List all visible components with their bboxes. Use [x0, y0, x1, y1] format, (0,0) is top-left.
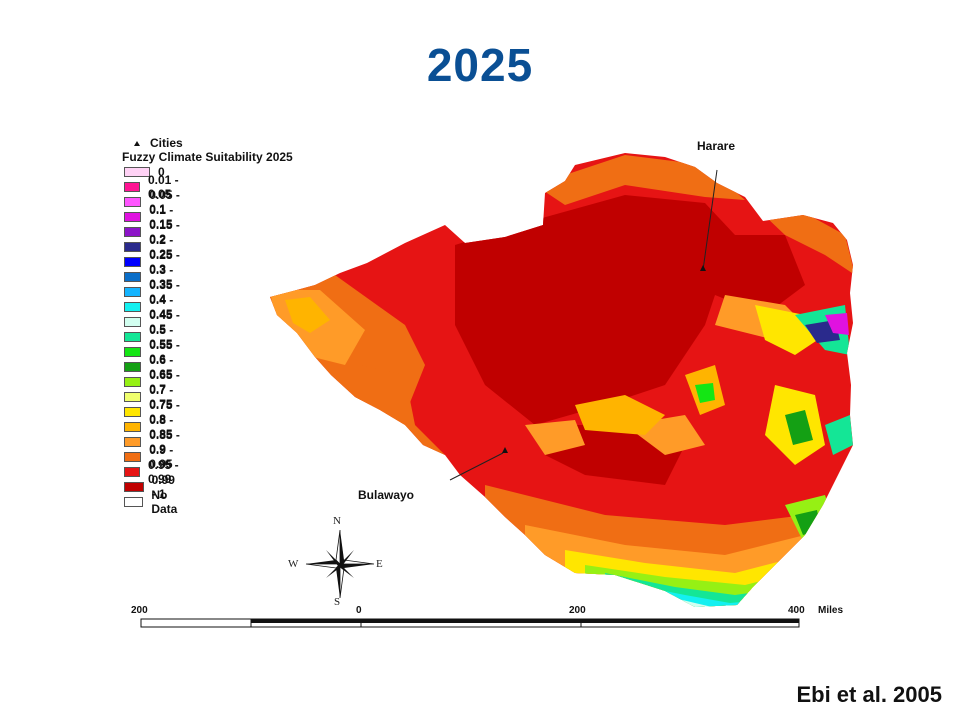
legend-label: 0.8 - 0.85 [149, 413, 174, 441]
legend-cities: Cities [134, 136, 183, 150]
legend-label: 0.35 - 0.4 [149, 278, 180, 306]
legend-item: 0.4 - 0.45 [124, 293, 181, 321]
legend-item: 0.25 - 0.3 [124, 248, 181, 276]
legend-swatch [124, 407, 142, 417]
legend-swatch [124, 197, 142, 207]
harare-marker [700, 265, 706, 271]
city-triangle-icon [134, 140, 140, 146]
legend-swatch [124, 482, 144, 492]
legend-item: 0.45 - 0.5 [124, 308, 181, 336]
legend-swatch [124, 182, 140, 192]
scale-label-200-left: 200 [131, 605, 148, 616]
legend-label: 0.9 - 0.95 [149, 443, 174, 471]
legend-label: 0.1 - 0.15 [149, 203, 174, 231]
zimbabwe-outline [270, 153, 853, 607]
city-label-bulawayo: Bulawayo [358, 488, 415, 502]
bulawayo-marker [502, 447, 508, 453]
legend-item: 0 [124, 165, 165, 179]
legend-label: 0.65 - 0.7 [149, 368, 180, 396]
legend-label: 0.25 - 0.3 [149, 248, 180, 276]
harare-leader-line [702, 169, 718, 271]
citation: Ebi et al. 2005 [796, 682, 942, 707]
city-markers [449, 169, 718, 481]
legend-swatch [124, 257, 142, 267]
legend-title: Fuzzy Climate Suitability 2025 [122, 150, 293, 164]
legend-label: 0.3 - 0.35 [149, 263, 174, 291]
legend-swatch [124, 272, 142, 282]
legend-item: 0.01 - 0.05 [124, 173, 181, 201]
legend-item: 0.05 - 0.1 [124, 188, 181, 216]
legend-swatch [124, 497, 144, 507]
scale-label-400: 400 [788, 605, 805, 616]
legend-item: 0.7 - 0.75 [124, 383, 181, 411]
legend-item: 0.2 - 0.25 [124, 233, 181, 261]
legend-item: 0.15 - 0.2 [124, 218, 181, 246]
legend-swatch [124, 242, 142, 252]
legend-label: 0.2 - 0.25 [149, 233, 174, 261]
legend-swatch [124, 212, 142, 222]
legend-swatch [124, 377, 142, 387]
legend-item: 0.55 - 0.6 [124, 338, 181, 366]
legend-label: 0.95 - 0.99 [147, 458, 179, 486]
legend-swatch [124, 347, 142, 357]
legend-item: 0.95 - 0.99 [124, 458, 181, 486]
legend-label: 0.15 - 0.2 [149, 218, 180, 246]
bulawayo-leader-line [449, 452, 504, 481]
legend-item: 0.65 - 0.7 [124, 368, 181, 396]
legend-label: No Data [151, 488, 178, 516]
scale-unit-label: Miles [818, 605, 844, 616]
legend-item: 0.3 - 0.35 [124, 263, 181, 291]
scale-label-200-right: 200 [569, 605, 586, 616]
legend-label: 0.75 - 0.8 [149, 398, 180, 426]
legend-item: No Data [124, 488, 184, 516]
compass-n-label: N [333, 515, 341, 527]
legend-item: 0.1 - 0.15 [124, 203, 181, 231]
legend-label: 0.6 - 0.65 [149, 353, 174, 381]
legend-item: 0.5 - 0.55 [124, 323, 181, 351]
legend-swatch [124, 362, 142, 372]
legend-swatch [124, 167, 150, 177]
legend-cities-label: Cities [150, 136, 183, 150]
slide-title: 2025 [426, 39, 534, 91]
legend-label: 0.01 - 0.05 [147, 173, 179, 201]
legend-swatch [124, 332, 142, 342]
legend-item: 0.75 - 0.8 [124, 398, 181, 426]
legend-item: 0.9 - 0.95 [124, 443, 181, 471]
legend-label: 0 [158, 165, 165, 179]
compass-rose-icon [305, 529, 375, 599]
legend-label: 0.05 - 0.1 [149, 188, 180, 216]
legend-swatch [124, 437, 142, 447]
scale-bar [140, 618, 800, 628]
legend-swatch [124, 317, 142, 327]
scale-label-0: 0 [356, 605, 362, 616]
legend-swatch [124, 392, 142, 402]
compass-s-label: S [334, 596, 341, 608]
legend-label: 0.45 - 0.5 [149, 308, 180, 336]
legend-item: 0.8 - 0.85 [124, 413, 181, 441]
legend-item: 0.6 - 0.65 [124, 353, 181, 381]
legend-item: 0.85 - 0.9 [124, 428, 181, 456]
legend-label: 0.85 - 0.9 [149, 428, 180, 456]
city-label-harare: Harare [697, 139, 736, 153]
legend-swatch [124, 227, 142, 237]
legend-label: 0.4 - 0.45 [149, 293, 174, 321]
legend-label: 0.99 - 1 [151, 473, 175, 501]
legend-swatch [124, 422, 142, 432]
legend-label: 0.55 - 0.6 [149, 338, 180, 366]
suitability-map [270, 153, 853, 607]
legend-label: 0.7 - 0.75 [149, 383, 174, 411]
compass-w-label: W [288, 558, 299, 570]
legend-label: 0.5 - 0.55 [149, 323, 174, 351]
legend-item: 0.35 - 0.4 [124, 278, 181, 306]
legend-swatch [124, 452, 142, 462]
compass-e-label: E [376, 558, 383, 570]
legend-item: 0.99 - 1 [124, 473, 181, 501]
legend-swatch [124, 287, 142, 297]
legend-swatch [124, 302, 142, 312]
legend-swatch [124, 467, 140, 477]
